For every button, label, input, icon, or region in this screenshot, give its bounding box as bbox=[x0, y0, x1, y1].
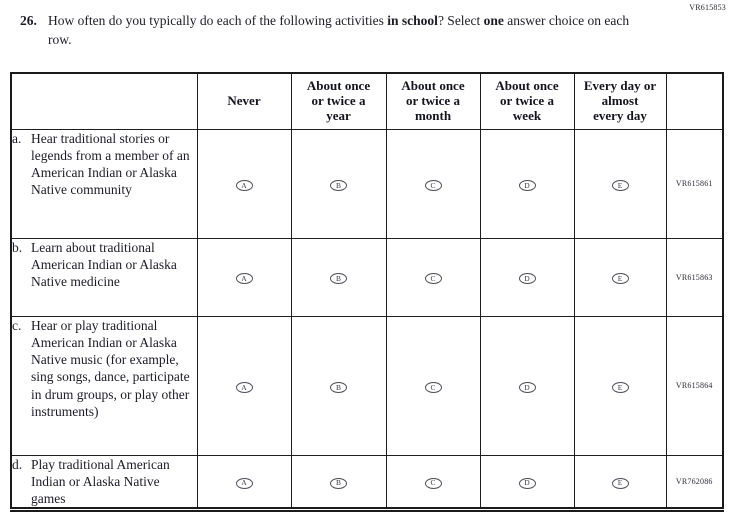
answer-bubble-e[interactable]: E bbox=[611, 477, 629, 489]
answer-bubble-d[interactable]: D bbox=[518, 381, 536, 393]
question-block: 26. How often do you typically do each o… bbox=[20, 12, 645, 50]
answer-bubble-c[interactable]: C bbox=[424, 381, 442, 393]
answer-bubble-d[interactable]: D bbox=[518, 179, 536, 191]
row-b-option-cell-week: D bbox=[479, 237, 575, 317]
row-d-label: Play traditional American Indian or Alas… bbox=[31, 456, 170, 507]
row-c-code: VR615864 bbox=[665, 315, 724, 456]
table-row-c: c. Hear or play traditional American Ind… bbox=[10, 315, 724, 456]
table-row-a: a. Hear traditional stories or legends f… bbox=[10, 128, 724, 239]
row-a-label-cell: a. Hear traditional stories or legends f… bbox=[10, 128, 198, 239]
row-c-option-cell-month: C bbox=[385, 315, 481, 456]
row-d-prefix: d. bbox=[12, 456, 23, 472]
row-c-option-cell-year: B bbox=[290, 315, 387, 456]
row-b-option-cell-everyday: E bbox=[573, 237, 667, 317]
row-a-prefix: a. bbox=[12, 130, 22, 146]
answer-bubble-b[interactable]: B bbox=[330, 179, 347, 191]
row-a-code: VR615861 bbox=[665, 128, 724, 239]
row-d-option-cell-week: D bbox=[479, 454, 575, 513]
header-blank-cell bbox=[10, 72, 198, 130]
question-number: 26. bbox=[20, 13, 37, 28]
row-b-label: Learn about traditional American Indian … bbox=[31, 239, 177, 290]
row-c-label: Hear or play traditional American Indian… bbox=[31, 317, 190, 419]
frequency-table: Never About once or twice a year About o… bbox=[10, 72, 724, 513]
answer-bubble-d[interactable]: D bbox=[518, 273, 536, 285]
row-a-option-cell-everyday: E bbox=[573, 128, 667, 239]
row-c-option-cell-never: A bbox=[196, 315, 292, 456]
answer-bubble-b[interactable]: B bbox=[330, 273, 347, 285]
row-d-label-cell: d. Play traditional American Indian or A… bbox=[10, 454, 198, 513]
row-d-option-cell-everyday: E bbox=[573, 454, 667, 513]
row-b-label-cell: b. Learn about traditional American Indi… bbox=[10, 237, 198, 317]
answer-bubble-e[interactable]: E bbox=[611, 273, 629, 285]
answer-bubble-a[interactable]: A bbox=[235, 179, 253, 191]
question-text: How often do you typically do each of th… bbox=[48, 12, 645, 50]
answer-bubble-e[interactable]: E bbox=[611, 381, 629, 393]
table-row-d: d. Play traditional American Indian or A… bbox=[10, 454, 724, 513]
header-once-twice-week: About once or twice a week bbox=[479, 72, 575, 130]
row-a-label: Hear traditional stories or legends from… bbox=[31, 130, 190, 198]
row-c-label-cell: c. Hear or play traditional American Ind… bbox=[10, 315, 198, 456]
answer-bubble-c[interactable]: C bbox=[424, 179, 442, 191]
question-text-bold2: one bbox=[483, 13, 504, 28]
row-c-option-cell-week: D bbox=[479, 315, 575, 456]
row-a-option-cell-never: A bbox=[196, 128, 292, 239]
header-once-twice-year: About once or twice a year bbox=[290, 72, 387, 130]
row-d-option-cell-month: C bbox=[385, 454, 481, 513]
row-c-option-cell-everyday: E bbox=[573, 315, 667, 456]
answer-bubble-d[interactable]: D bbox=[518, 477, 536, 489]
answer-bubble-e[interactable]: E bbox=[611, 179, 629, 191]
row-b-option-cell-never: A bbox=[196, 237, 292, 317]
question-text-part2: ? Select bbox=[437, 13, 484, 28]
row-b-option-cell-year: B bbox=[290, 237, 387, 317]
row-d-code: VR762086 bbox=[665, 454, 724, 513]
question-text-part3: answer choice on each row. bbox=[48, 13, 630, 47]
row-c-prefix: c. bbox=[12, 317, 22, 333]
row-b-code: VR615863 bbox=[665, 237, 724, 317]
header-never: Never bbox=[196, 72, 292, 130]
question-text-part1: How often do you typically do each of th… bbox=[48, 13, 388, 28]
row-b-prefix: b. bbox=[12, 239, 23, 255]
answer-bubble-b[interactable]: B bbox=[330, 381, 347, 393]
table-header-row: Never About once or twice a year About o… bbox=[10, 72, 724, 130]
header-code-cell bbox=[665, 72, 724, 130]
answer-bubble-a[interactable]: A bbox=[235, 381, 253, 393]
answer-bubble-b[interactable]: B bbox=[330, 477, 347, 489]
answer-bubble-a[interactable]: A bbox=[235, 273, 253, 285]
header-every-day: Every day or almost every day bbox=[573, 72, 667, 130]
answer-bubble-a[interactable]: A bbox=[235, 477, 253, 489]
answer-bubble-c[interactable]: C bbox=[424, 273, 442, 285]
row-a-option-cell-year: B bbox=[290, 128, 387, 239]
question-text-bold1: in school bbox=[387, 13, 438, 28]
row-d-option-cell-year: B bbox=[290, 454, 387, 513]
row-d-option-cell-never: A bbox=[196, 454, 292, 513]
row-b-option-cell-month: C bbox=[385, 237, 481, 317]
header-once-twice-month: About once or twice a month bbox=[385, 72, 481, 130]
answer-bubble-c[interactable]: C bbox=[424, 477, 442, 489]
table-row-b: b. Learn about traditional American Indi… bbox=[10, 237, 724, 317]
row-a-option-cell-week: D bbox=[479, 128, 575, 239]
row-a-option-cell-month: C bbox=[385, 128, 481, 239]
form-code: VR615853 bbox=[689, 3, 726, 12]
